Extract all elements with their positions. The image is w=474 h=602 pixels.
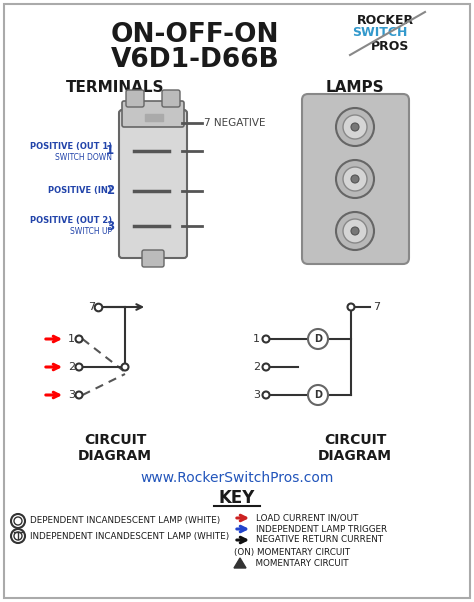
Text: 7 NEGATIVE: 7 NEGATIVE — [204, 118, 265, 128]
Circle shape — [336, 160, 374, 198]
Text: D: D — [314, 334, 322, 344]
Text: 3: 3 — [106, 220, 114, 232]
Text: LOAD CURRENT IN/OUT: LOAD CURRENT IN/OUT — [256, 514, 358, 523]
Circle shape — [263, 391, 270, 399]
Text: 1: 1 — [253, 334, 260, 344]
Text: SWITCH UP: SWITCH UP — [70, 228, 112, 237]
Text: ROCKER: ROCKER — [356, 13, 413, 26]
Text: 3: 3 — [253, 390, 260, 400]
Text: CIRCUIT
DIAGRAM: CIRCUIT DIAGRAM — [318, 433, 392, 463]
Text: PROS: PROS — [371, 40, 409, 52]
Circle shape — [351, 123, 359, 131]
Circle shape — [336, 212, 374, 250]
Text: D: D — [314, 390, 322, 400]
Text: LAMPS: LAMPS — [326, 81, 384, 96]
Text: MOMENTARY CIRCUIT: MOMENTARY CIRCUIT — [250, 559, 348, 568]
FancyBboxPatch shape — [142, 250, 164, 267]
Circle shape — [336, 108, 374, 146]
Circle shape — [11, 514, 25, 528]
Circle shape — [121, 364, 128, 370]
Circle shape — [347, 303, 355, 311]
Circle shape — [263, 364, 270, 370]
Text: POSITIVE (IN): POSITIVE (IN) — [48, 187, 112, 196]
Text: POSITIVE (OUT 1): POSITIVE (OUT 1) — [30, 141, 112, 150]
Text: 2: 2 — [253, 362, 260, 372]
Circle shape — [14, 532, 22, 540]
Text: 7: 7 — [373, 302, 380, 312]
Circle shape — [263, 335, 270, 343]
Text: POSITIVE (OUT 2): POSITIVE (OUT 2) — [30, 217, 112, 226]
Circle shape — [351, 227, 359, 235]
Circle shape — [75, 335, 82, 343]
Circle shape — [308, 329, 328, 349]
Text: TERMINALS: TERMINALS — [66, 81, 164, 96]
Circle shape — [14, 517, 22, 525]
Text: V6D1-D66B: V6D1-D66B — [110, 47, 279, 73]
Text: (ON) MOMENTARY CIRCUIT: (ON) MOMENTARY CIRCUIT — [234, 547, 350, 556]
Text: SWITCH DOWN: SWITCH DOWN — [55, 152, 112, 161]
Text: 2: 2 — [106, 184, 114, 197]
Circle shape — [75, 391, 82, 399]
Text: INDEPENDENT INCANDESCENT LAMP (WHITE): INDEPENDENT INCANDESCENT LAMP (WHITE) — [30, 532, 229, 541]
Text: DEPENDENT INCANDESCENT LAMP (WHITE): DEPENDENT INCANDESCENT LAMP (WHITE) — [30, 517, 220, 526]
Text: 1: 1 — [68, 334, 75, 344]
Text: 2: 2 — [68, 362, 75, 372]
Text: 7: 7 — [88, 302, 95, 312]
Text: 3: 3 — [68, 390, 75, 400]
Polygon shape — [234, 558, 246, 568]
Circle shape — [75, 364, 82, 370]
Text: CIRCUIT
DIAGRAM: CIRCUIT DIAGRAM — [78, 433, 152, 463]
FancyBboxPatch shape — [122, 101, 184, 127]
FancyBboxPatch shape — [126, 90, 144, 107]
Text: 1: 1 — [106, 144, 114, 158]
Circle shape — [308, 385, 328, 405]
Circle shape — [11, 529, 25, 543]
Text: www.RockerSwitchPros.com: www.RockerSwitchPros.com — [140, 471, 334, 485]
FancyBboxPatch shape — [119, 110, 187, 258]
Circle shape — [343, 115, 367, 139]
Text: ON-OFF-ON: ON-OFF-ON — [111, 22, 279, 48]
Circle shape — [343, 167, 367, 191]
FancyBboxPatch shape — [302, 94, 409, 264]
Text: NEGATIVE RETURN CURRENT: NEGATIVE RETURN CURRENT — [256, 536, 383, 544]
Circle shape — [343, 219, 367, 243]
Bar — [145, 114, 163, 121]
Text: INDEPENDENT LAMP TRIGGER: INDEPENDENT LAMP TRIGGER — [256, 524, 387, 533]
Circle shape — [351, 175, 359, 183]
Text: KEY: KEY — [219, 489, 255, 507]
Text: SWITCH: SWITCH — [352, 26, 408, 40]
FancyBboxPatch shape — [162, 90, 180, 107]
